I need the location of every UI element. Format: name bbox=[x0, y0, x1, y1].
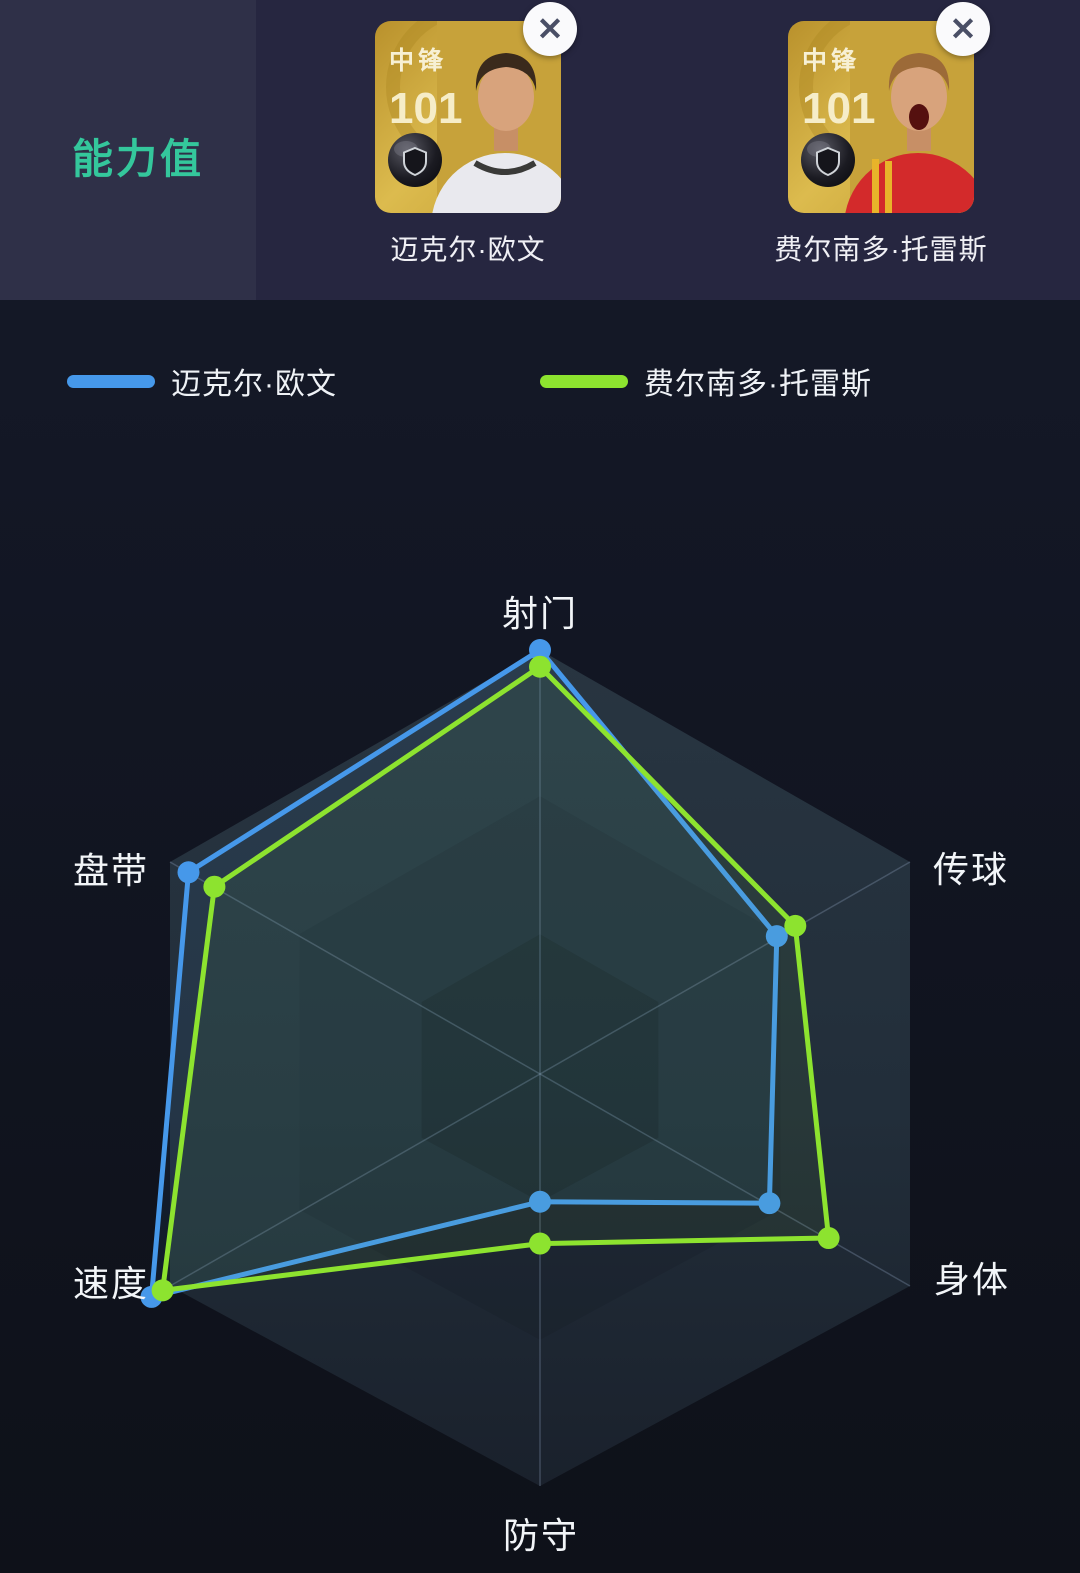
axis-label-defense: 防守 bbox=[502, 1515, 580, 1556]
series-1 bbox=[151, 655, 840, 1302]
header: 能力值 bbox=[0, 0, 1080, 300]
club-badge-icon bbox=[801, 133, 855, 187]
card-position: 中锋 bbox=[802, 46, 860, 75]
sidebar-item-ability[interactable]: 能力值 bbox=[72, 136, 204, 182]
close-player-0-button[interactable]: ✕ bbox=[523, 2, 577, 56]
axis-label-dribbling: 盘带 bbox=[72, 850, 150, 891]
series-0 bbox=[140, 639, 788, 1308]
player-card[interactable]: 中锋 101 bbox=[788, 21, 974, 213]
club-badge-icon bbox=[388, 133, 442, 187]
axis-label-speed: 速度 bbox=[72, 1263, 150, 1304]
player-name: 迈克尔·欧文 bbox=[390, 234, 546, 265]
legend-label: 费尔南多·托雷斯 bbox=[644, 368, 872, 401]
legend-item: 迈克尔·欧文 bbox=[67, 359, 337, 403]
axis-label-shooting: 射门 bbox=[501, 593, 579, 634]
card-rating: 101 bbox=[389, 84, 462, 133]
card-rating: 101 bbox=[802, 84, 875, 133]
card-position: 中锋 bbox=[389, 46, 447, 75]
player-card[interactable]: 中锋 101 bbox=[375, 21, 561, 213]
line-swatch-green bbox=[540, 374, 628, 388]
legend-label: 迈克尔·欧文 bbox=[171, 368, 337, 401]
close-player-1-button[interactable]: ✕ bbox=[936, 2, 990, 56]
axis-label-physical: 身体 bbox=[933, 1259, 1011, 1300]
player-slot: 中锋 101 迈克尔·欧文 bbox=[375, 0, 655, 300]
radar-series bbox=[140, 639, 840, 1308]
player-slot: 中锋 101 费尔南多·托雷斯 bbox=[774, 0, 1068, 300]
legend-item: 费尔南多·托雷斯 bbox=[540, 359, 872, 403]
sidebar: 能力值 bbox=[0, 0, 256, 300]
player-name: 费尔南多·托雷斯 bbox=[774, 234, 988, 265]
line-swatch-blue bbox=[67, 374, 155, 388]
axis-label-passing: 传球 bbox=[932, 849, 1010, 890]
